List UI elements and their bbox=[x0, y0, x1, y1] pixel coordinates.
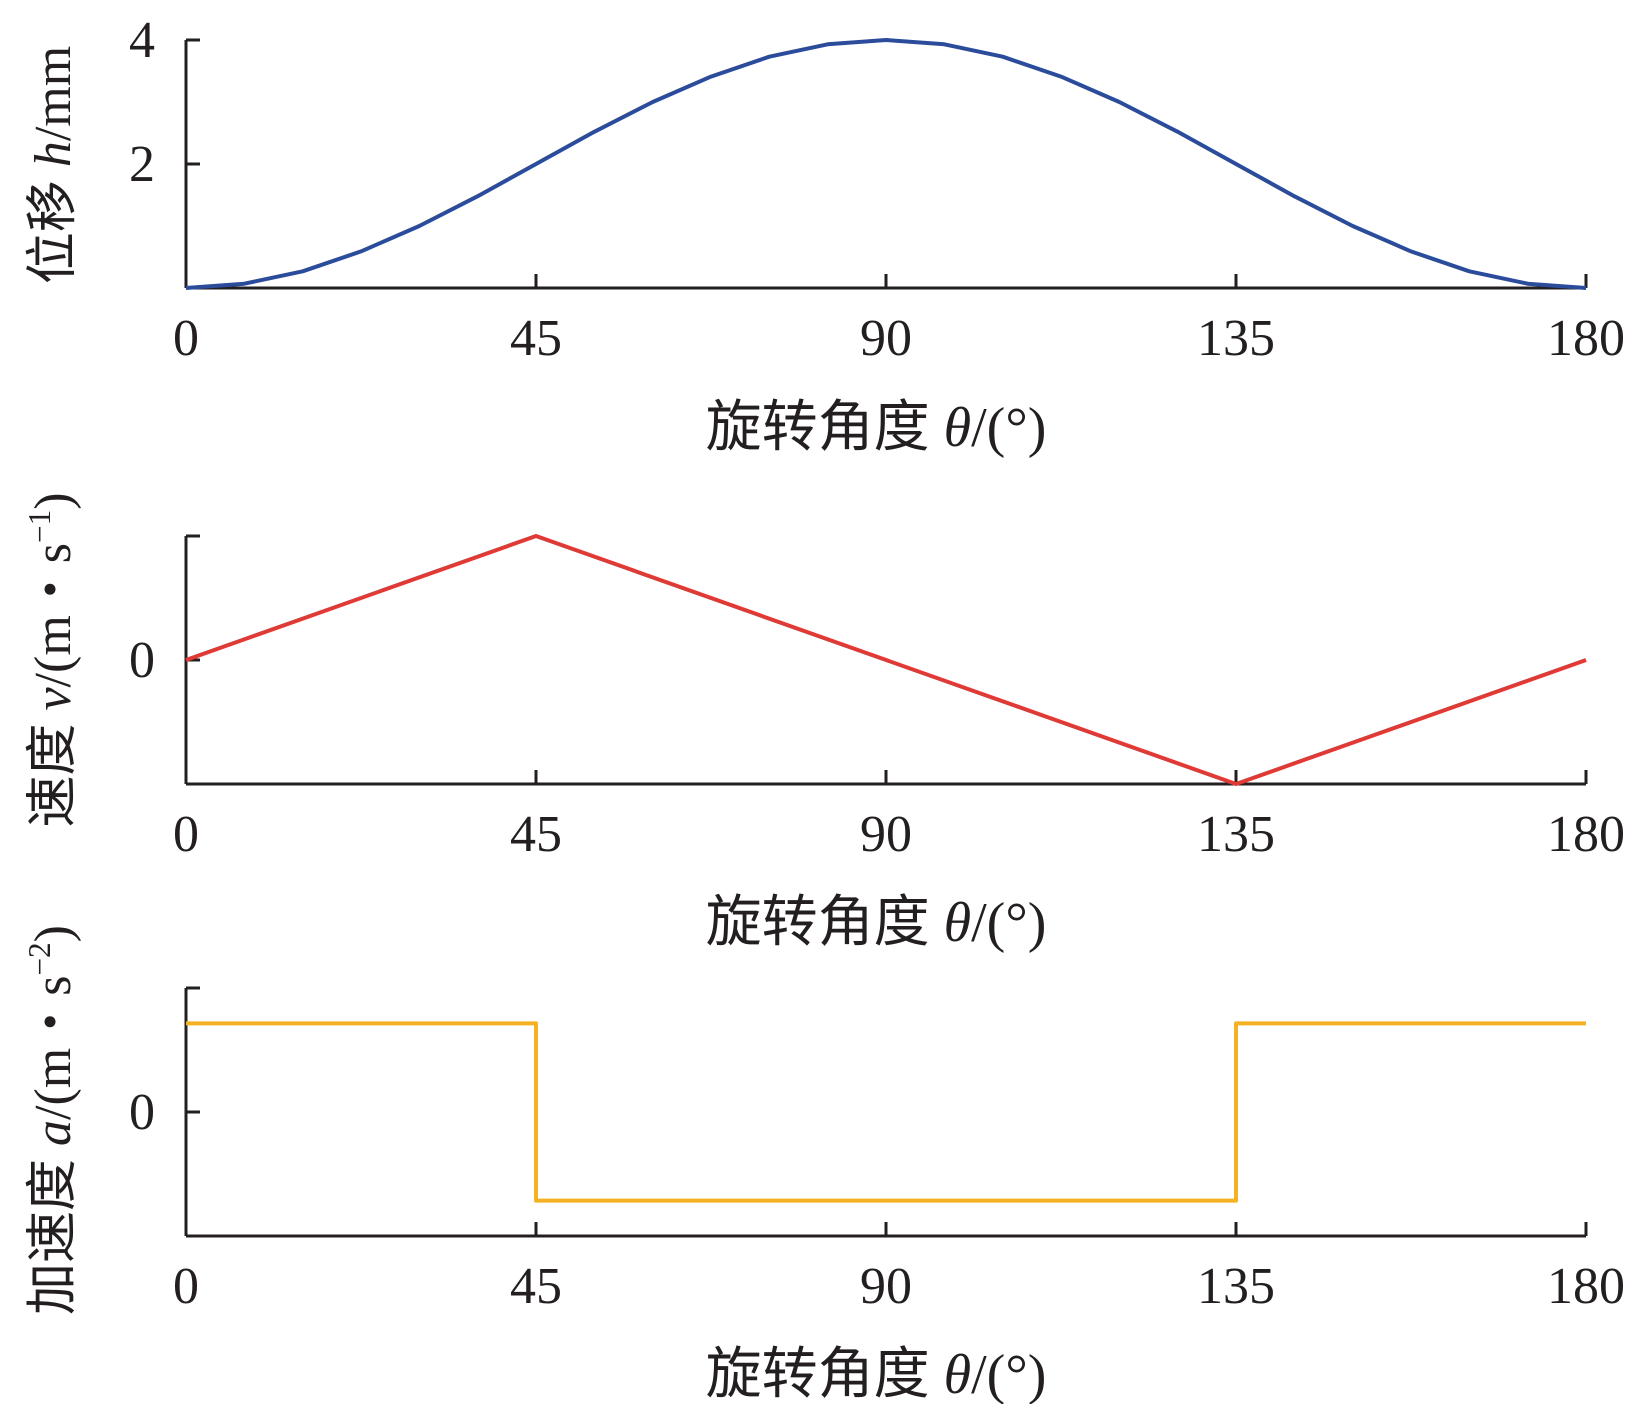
x-tick-label: 90 bbox=[860, 1258, 912, 1315]
x-tick-label: 0 bbox=[173, 1258, 199, 1315]
y-tick-label: 4 bbox=[129, 12, 155, 69]
x-axis-label: 旋转角度 θ/(°) bbox=[706, 892, 1047, 954]
x-tick-label: 135 bbox=[1197, 806, 1275, 863]
x-tick-label: 90 bbox=[860, 806, 912, 863]
x-tick-label: 180 bbox=[1547, 1258, 1625, 1315]
y-axis-label: 位移 h/mm bbox=[25, 46, 82, 284]
x-tick-label: 135 bbox=[1197, 1258, 1275, 1315]
chart-panel-2: 0 45 90 135 180 0 旋转角度 θ/(°) 速度 v/(m・s−1) bbox=[22, 492, 1625, 954]
y-tick-label: 0 bbox=[129, 1084, 155, 1141]
series-line-1 bbox=[185, 534, 1587, 786]
x-tick-label: 45 bbox=[510, 806, 562, 863]
x-tick-label: 90 bbox=[860, 310, 912, 367]
x-tick-label: 45 bbox=[510, 1258, 562, 1315]
x-tick-label: 135 bbox=[1197, 310, 1275, 367]
x-tick-label: 180 bbox=[1547, 806, 1625, 863]
y-tick-label: 2 bbox=[129, 136, 155, 193]
y-axis-label: 加速度 a/(m・s−2) bbox=[22, 925, 82, 1315]
y-axis-label: 速度 v/(m・s−1) bbox=[22, 492, 82, 827]
x-tick-label: 180 bbox=[1547, 310, 1625, 367]
x-tick-label: 0 bbox=[173, 310, 199, 367]
series-line-1 bbox=[185, 38, 1587, 290]
chart-panel-3: 0 45 90 135 180 0 旋转角度 θ/(°) 加速度 a/(m・s−2) bbox=[22, 925, 1625, 1404]
x-tick-label: 0 bbox=[173, 806, 199, 863]
y-tick-label: 0 bbox=[129, 632, 155, 689]
x-axis-label: 旋转角度 θ/(°) bbox=[706, 397, 1047, 459]
series-line-1 bbox=[186, 1021, 1586, 1203]
x-axis-label: 旋转角度 θ/(°) bbox=[706, 1344, 1047, 1404]
x-tick-label: 45 bbox=[510, 310, 562, 367]
chart-panel-1: 0 45 90 135 180 2 4 旋转角度 θ/(°) 位移 h/mm bbox=[25, 12, 1625, 459]
